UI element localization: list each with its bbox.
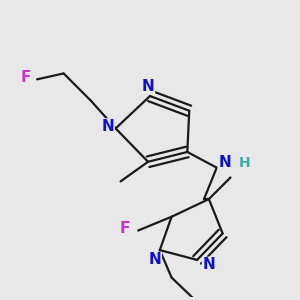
Text: N: N [218, 155, 231, 170]
Text: N: N [101, 119, 114, 134]
Text: H: H [238, 156, 250, 170]
Text: N: N [142, 79, 154, 94]
Text: N: N [148, 252, 161, 267]
Text: N: N [202, 257, 215, 272]
Text: F: F [20, 70, 31, 85]
Text: F: F [119, 221, 130, 236]
